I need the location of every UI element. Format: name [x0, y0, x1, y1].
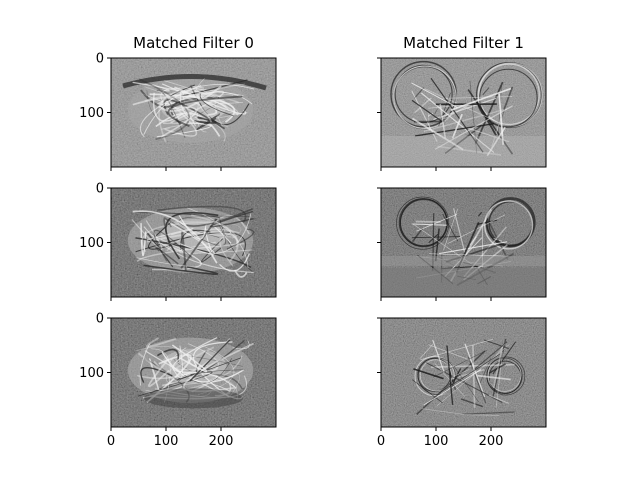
y-tick-label: 100: [79, 106, 104, 121]
x-tick-label: 100: [424, 434, 449, 449]
y-tick-label: 0: [96, 52, 104, 67]
x-tick-label: 200: [479, 434, 504, 449]
heatmap-noise: [381, 58, 546, 167]
panel-row-3-col-2: 0 100 200: [377, 317, 547, 449]
x-tick-label: 200: [209, 434, 234, 449]
heatmap-image: [111, 188, 276, 297]
panel-row-2-col-1: 0 100: [79, 182, 277, 301]
chart-title: Matched Filter 1: [403, 34, 524, 52]
y-tick-label: 0: [96, 312, 104, 327]
heatmap-image: [111, 58, 276, 167]
heatmap-image: [111, 318, 276, 427]
x-tick-label: 100: [154, 434, 179, 449]
heatmap-image: [381, 58, 546, 167]
x-tick-label: 0: [107, 434, 115, 449]
heatmap-image: [381, 318, 546, 427]
panel-row-2-col-2: [377, 187, 547, 301]
y-tick-label: 100: [79, 366, 104, 381]
y-tick-label: 0: [96, 182, 104, 197]
y-tick-label: 100: [79, 236, 104, 251]
heatmap-noise: [381, 318, 546, 427]
panel-row-1-col-1: Matched Filter 0 0 100: [79, 34, 277, 171]
panel-row-3-col-1: 0 100 0 100 200: [79, 312, 277, 449]
heatmap-image: [381, 188, 546, 297]
chart-title: Matched Filter 0: [133, 34, 254, 52]
panel-row-1-col-2: Matched Filter 1: [377, 34, 547, 171]
x-tick-label: 0: [377, 434, 385, 449]
